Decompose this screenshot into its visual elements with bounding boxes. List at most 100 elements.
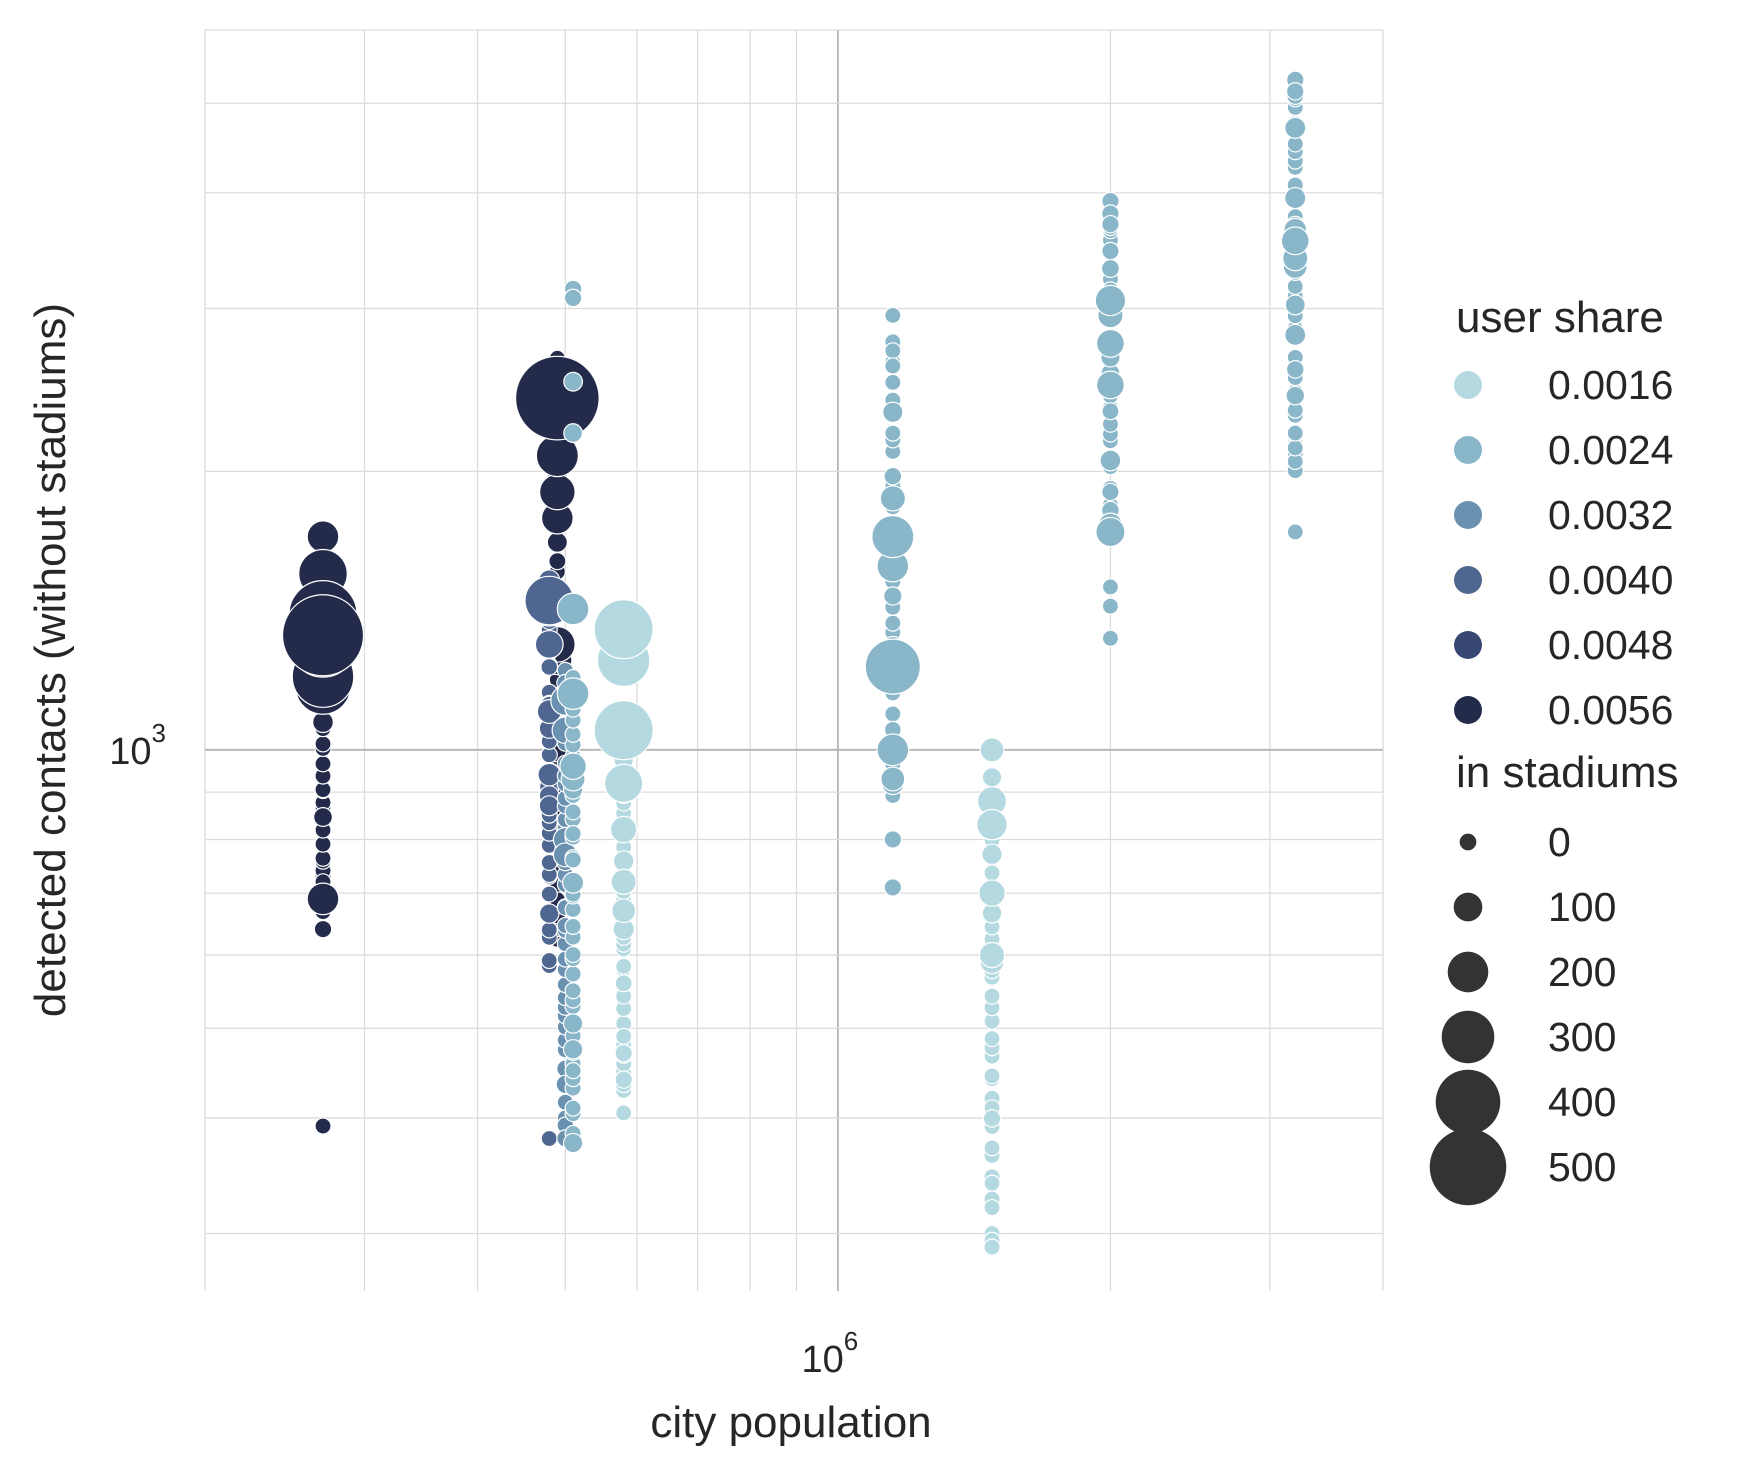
data-point (562, 871, 585, 894)
data-point (1280, 226, 1310, 256)
y-tick-label: 103 (109, 718, 166, 773)
data-point (540, 1129, 558, 1148)
data-point (564, 1062, 582, 1080)
data-point (564, 803, 582, 821)
x-axis-title: city population (650, 1398, 931, 1447)
data-point (614, 1070, 633, 1089)
data-point (564, 982, 582, 1000)
data-point (1284, 116, 1307, 139)
data-point (883, 878, 903, 897)
data-point (883, 830, 903, 849)
data-point (981, 767, 1003, 788)
data-point (1095, 328, 1125, 358)
data-point (314, 1117, 332, 1135)
data-point (556, 592, 590, 626)
legend-size-label: 200 (1548, 949, 1616, 995)
data-point (538, 795, 560, 817)
y-tick-exponent: 3 (152, 718, 166, 748)
legend-size-swatch (1459, 833, 1477, 851)
legend-hue-label: 0.0032 (1548, 492, 1673, 538)
data-point (983, 1198, 1001, 1217)
data-point (976, 808, 1008, 841)
data-point (281, 594, 365, 677)
data-point (556, 677, 590, 711)
data-point (314, 755, 332, 773)
legend-size-swatch (1447, 951, 1489, 993)
legend-size-swatch (1441, 1010, 1495, 1064)
data-point (593, 599, 654, 660)
data-point (615, 957, 633, 976)
data-point (562, 1132, 584, 1154)
legend-size-swatch (1429, 1128, 1507, 1206)
legend-hue-label: 0.0024 (1548, 427, 1673, 473)
data-point (562, 1013, 584, 1034)
data-point (1101, 597, 1120, 615)
legend-hue-label: 0.0056 (1548, 687, 1673, 733)
data-point (1286, 82, 1305, 101)
data-point (876, 733, 910, 767)
data-point (1284, 294, 1306, 316)
data-point (604, 763, 644, 803)
data-point (564, 850, 582, 869)
data-point (615, 1104, 633, 1122)
legend: user share 0.0016 0.0024 0.0032 0.0040 0.004… (1429, 293, 1679, 1206)
data-point (981, 843, 1003, 866)
data-point (979, 737, 1005, 763)
legend-hue-label: 0.0016 (1548, 362, 1673, 408)
data-point (884, 373, 902, 391)
legend-hue-swatch (1454, 436, 1482, 464)
data-point (982, 1109, 1002, 1128)
y-tick-base: 10 (109, 731, 151, 773)
data-point (313, 919, 333, 939)
data-point (1101, 402, 1120, 421)
data-point (559, 752, 587, 781)
data-point (1286, 424, 1304, 442)
data-point (884, 614, 902, 632)
data-point (1100, 258, 1120, 278)
data-point (983, 987, 1001, 1005)
data-point (1101, 482, 1120, 502)
data-point (1101, 214, 1120, 234)
x-tick-exponent: 6 (844, 1326, 858, 1356)
data-point (1286, 523, 1304, 541)
legend-hue-swatch (1454, 371, 1482, 399)
data-point (978, 941, 1006, 969)
data-point (1094, 284, 1127, 317)
data-point (883, 466, 903, 486)
data-point (983, 1139, 1001, 1157)
legend-size-label: 500 (1548, 1144, 1616, 1190)
data-point (1099, 449, 1122, 472)
data-point (1285, 385, 1306, 406)
data-point (514, 355, 600, 441)
data-point (563, 288, 583, 308)
data-point (884, 424, 902, 442)
legend-hue-title: user share (1456, 293, 1664, 342)
data-point (983, 1174, 1001, 1192)
data-point (884, 357, 902, 375)
data-point (564, 917, 582, 935)
data-point (593, 700, 654, 761)
data-point (306, 520, 340, 554)
legend-hue-swatch (1454, 566, 1482, 594)
data-point (609, 815, 638, 844)
legend-size-title: in stadiums (1456, 748, 1679, 797)
data-point (1095, 370, 1125, 400)
data-point (312, 711, 334, 734)
y-axis-title: detected contacts (without stadiums) (26, 303, 75, 1017)
data-point (612, 850, 635, 872)
data-point (540, 658, 559, 676)
x-tick-base: 10 (801, 1339, 843, 1381)
data-point (610, 868, 637, 895)
data-point (314, 735, 332, 753)
data-point (884, 342, 902, 360)
legend-size-label: 100 (1548, 884, 1616, 930)
data-points (281, 70, 1310, 1256)
data-point (313, 807, 333, 827)
data-point (538, 903, 560, 924)
data-point (871, 515, 915, 559)
data-point (884, 306, 902, 325)
data-point (539, 473, 576, 511)
data-point (1286, 439, 1304, 457)
data-point (546, 531, 568, 553)
data-point (614, 1043, 633, 1063)
